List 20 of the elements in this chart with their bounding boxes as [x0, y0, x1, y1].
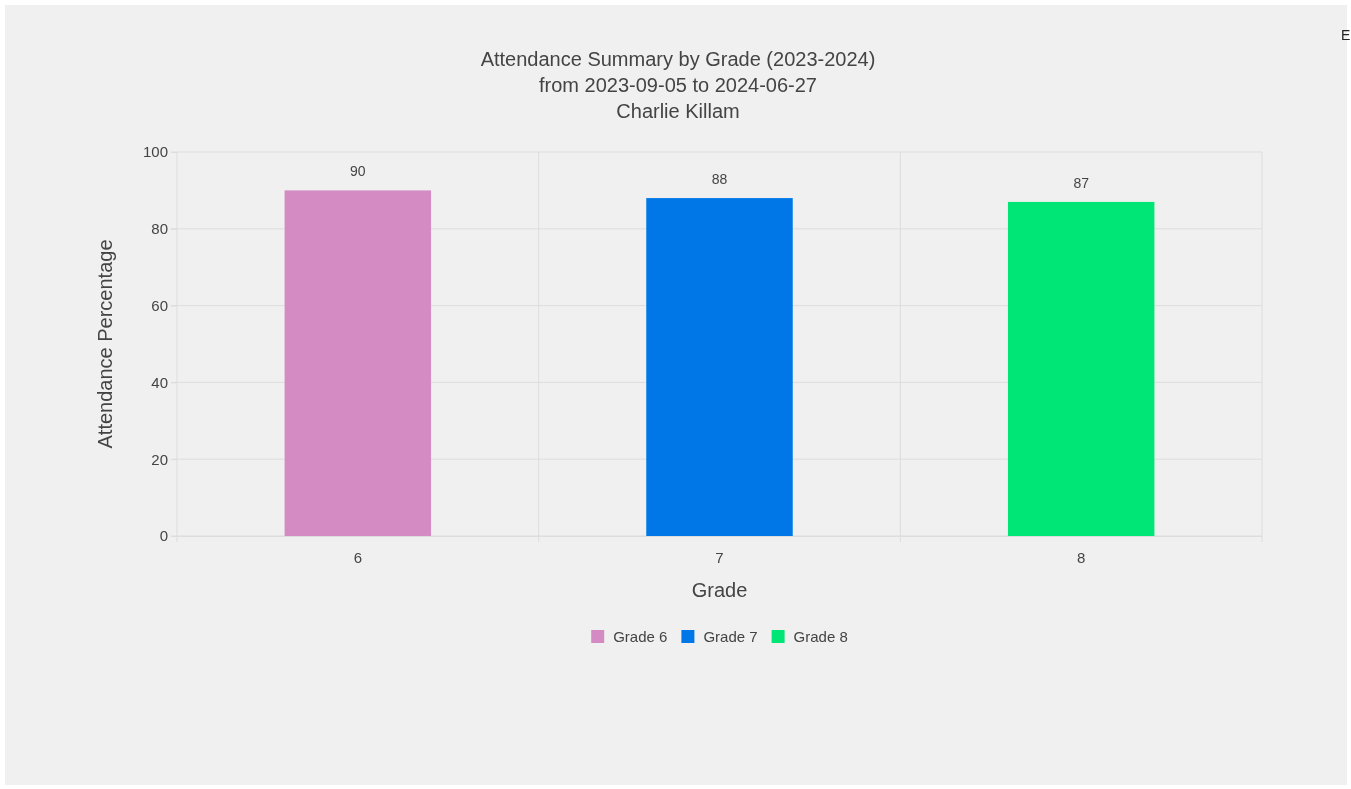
data-label: 87 — [1073, 174, 1090, 191]
y-tick-label: 80 — [151, 220, 168, 238]
x-tick-label: 7 — [715, 548, 724, 566]
y-tick-label: 100 — [142, 143, 168, 161]
x-tick-label: 8 — [1076, 548, 1086, 566]
chart-title: Attendance Summary by Grade (2023-2024) — [480, 48, 876, 70]
legend-label: Grade 8 — [793, 628, 848, 645]
y-axis-title: Attendance Percentage — [94, 239, 116, 449]
legend-label: Grade 6 — [613, 628, 668, 645]
data-label: 88 — [711, 171, 728, 188]
y-tick-label: 0 — [159, 527, 168, 545]
x-axis-title: Grade — [691, 579, 748, 601]
y-tick-label: 60 — [151, 296, 168, 314]
chart-subtitle: from 2023-09-05 to 2024-06-27 Charlie Killam — [539, 74, 817, 122]
y-tick-label: 40 — [151, 373, 168, 391]
legend-label: Grade 7 — [703, 628, 758, 645]
text: E — [1341, 27, 1351, 43]
y-tick-label: 20 — [151, 450, 168, 468]
data-label: 90 — [350, 163, 366, 180]
x-tick-label: 6 — [353, 548, 363, 566]
